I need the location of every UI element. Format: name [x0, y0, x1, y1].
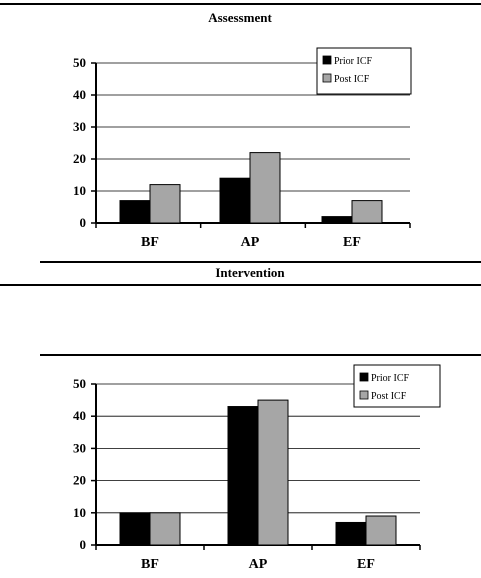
legend-box	[316, 47, 412, 95]
legend: Prior ICF Post ICF	[353, 364, 441, 408]
y-tick-label: 0	[80, 215, 87, 230]
bar-ef-post-icf	[351, 200, 383, 224]
bar-ef-prior-icf	[335, 521, 367, 546]
bar-bf-post-icf	[149, 184, 181, 224]
y-tick-label: 40	[73, 408, 86, 423]
intervention-chart: 0 10 20 30 40 50 BF AP EF Prior ICF Post ICF	[73, 364, 441, 572]
legend-box	[353, 364, 441, 408]
legend-swatch	[359, 390, 369, 400]
bar-bf-prior-icf	[119, 200, 151, 224]
bar-ap-post-icf	[249, 152, 281, 224]
legend-swatch	[359, 372, 369, 382]
x-tick-label: BF	[141, 235, 159, 250]
bar-ef-post-icf	[365, 515, 397, 546]
legend-label: Prior ICF	[371, 373, 410, 384]
bar-ap-post-icf	[257, 399, 289, 546]
y-tick-label: 50	[73, 55, 86, 70]
bar-bf-post-icf	[149, 512, 181, 546]
bar-ap-prior-icf	[219, 177, 251, 224]
y-tick-label: 40	[73, 87, 86, 102]
legend-label: Prior ICF	[334, 56, 373, 67]
x-tick-label: AP	[241, 235, 260, 250]
chart-title-intervention: Intervention	[215, 265, 285, 280]
y-tick-label: 20	[73, 473, 86, 488]
x-tick-label: BF	[141, 557, 159, 572]
y-tick-label: 20	[73, 151, 86, 166]
legend-swatch	[322, 73, 332, 83]
y-tick-label: 10	[73, 505, 86, 520]
legend: Prior ICF Post ICF	[316, 47, 412, 95]
y-tick-label: 0	[80, 537, 87, 552]
legend-label: Post ICF	[334, 74, 370, 85]
y-tick-label: 50	[73, 376, 86, 391]
legend-swatch	[322, 55, 332, 65]
x-tick-label: EF	[343, 235, 361, 250]
y-tick-label: 10	[73, 183, 86, 198]
bar-bf-prior-icf	[119, 512, 151, 546]
chart-title-assessment: Assessment	[208, 10, 272, 25]
y-tick-label: 30	[73, 440, 86, 455]
x-tick-label: EF	[357, 557, 375, 572]
bar-ap-prior-icf	[227, 406, 259, 546]
bar-ef-prior-icf	[321, 216, 353, 224]
y-tick-label: 30	[73, 119, 86, 134]
assessment-chart: 0 10 20 30 40 50 BF AP EF Prior ICF Post ICF	[73, 47, 412, 250]
legend-label: Post ICF	[371, 391, 407, 402]
x-tick-label: AP	[249, 557, 268, 572]
